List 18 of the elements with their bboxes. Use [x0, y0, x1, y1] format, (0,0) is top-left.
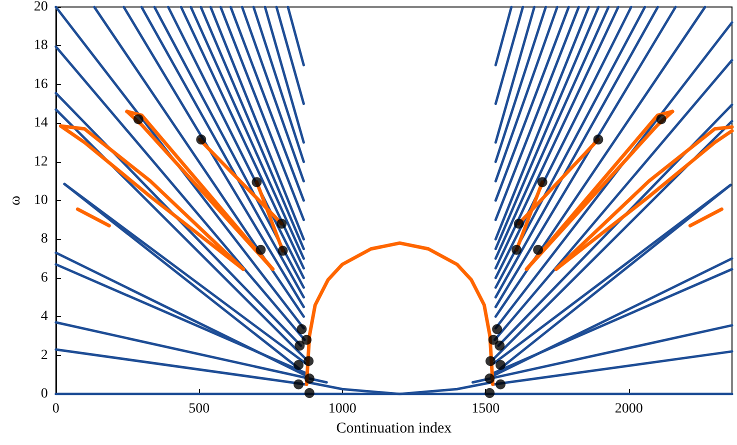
y-tick-label: 2	[40, 348, 48, 363]
y-tick-label: 0	[40, 386, 48, 402]
x-tick-label: 0	[52, 402, 60, 416]
y-axis-title: ω	[8, 195, 24, 206]
x-tick-label: 500	[188, 402, 210, 416]
y-tick-label: 6	[40, 270, 48, 286]
y-tick-label: 16	[34, 76, 48, 92]
y-tick-label: 18	[34, 38, 48, 54]
y-tick-label: 20	[34, 0, 48, 14]
y-tick-label: 4	[40, 309, 48, 324]
y-tick-label: 10	[34, 193, 48, 208]
x-tick-label: 2000	[614, 402, 643, 416]
y-tick-label: 12	[34, 154, 48, 170]
x-tick-label: 1000	[328, 402, 356, 416]
y-tick-label: 8	[40, 232, 48, 247]
x-axis-title: Continuation index	[336, 420, 452, 436]
y-tick-label: 14	[34, 116, 48, 131]
x-tick-label: 1500	[472, 402, 500, 416]
